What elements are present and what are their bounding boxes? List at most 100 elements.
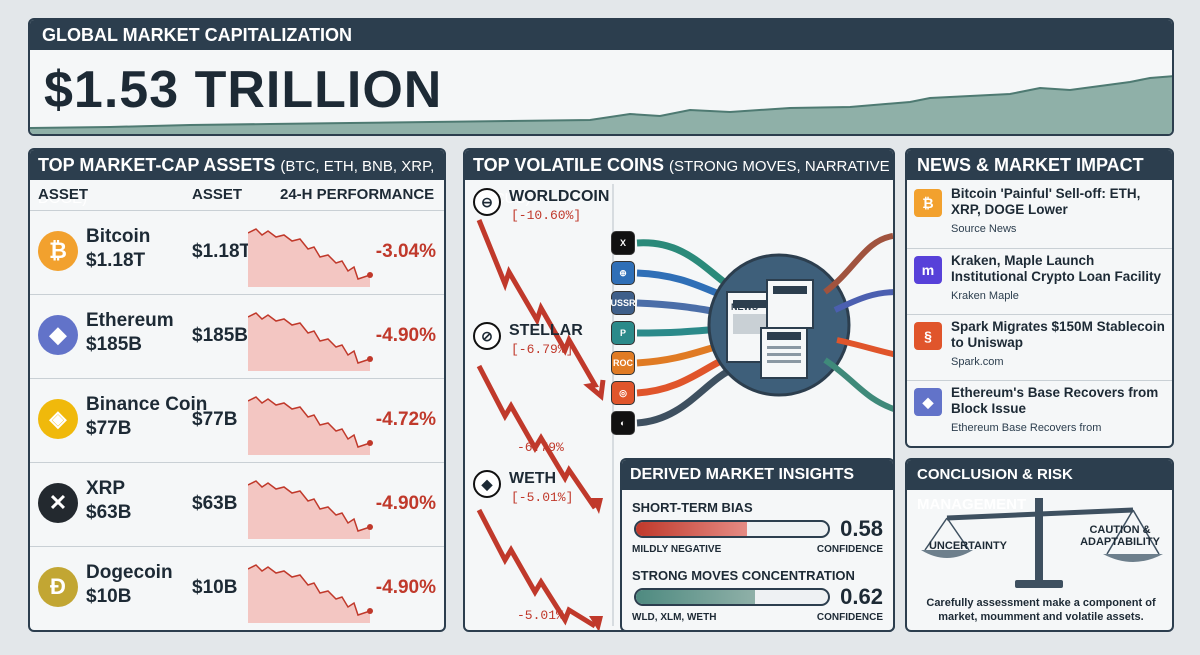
short-term-bias-value: 0.58 (840, 516, 883, 541)
news-item[interactable]: m Kraken, Maple Launch Institutional Cryp… (907, 248, 1172, 312)
volatile-coin-name: WORLDCOIN (509, 188, 610, 205)
col-asset-cap: ASSET (192, 186, 243, 203)
spark-icon: § (914, 322, 942, 350)
short-term-bias-confidence: CONFIDENCE (816, 544, 883, 555)
asset-name-cap: $10B (86, 586, 132, 607)
asset-row[interactable]: ✕ XRP $63B $63B -4.90% (30, 462, 444, 546)
asset-name-cap: $63B (86, 502, 132, 523)
asset-name: Dogecoin $10B (86, 561, 173, 609)
asset-name-cap: $77B (86, 418, 132, 439)
derived-insights-panel: DERIVED MARKET INSIGHTS SHORT-TERM BIAS … (620, 458, 895, 632)
global-market-cap-value: $1.53 TRILLION (44, 61, 443, 119)
asset-row[interactable]: Đ Dogecoin $10B $10B -4.90% (30, 546, 444, 630)
volatility-flow-graphic (476, 184, 893, 630)
asset-name: XRP $63B (86, 477, 131, 525)
asset-name-text: Ethereum (86, 310, 174, 331)
volatile-coin-name: STELLAR (509, 322, 583, 339)
ethereum-icon: ◆ (38, 315, 78, 355)
news-title-text: Bitcoin 'Painful' Sell-off: ETH, XRP, DO… (951, 186, 1141, 217)
strong-moves-fill (636, 590, 756, 604)
news-source-icon[interactable]: ⊕ (611, 261, 635, 285)
caution-label: CAUTION & ADAPTABILITY (1080, 524, 1160, 548)
performance-sparkline (248, 312, 373, 371)
asset-cap: $10B (192, 577, 238, 598)
news-item[interactable]: ₿ Bitcoin 'Painful' Sell-off: ETH, XRP, D… (907, 182, 1172, 246)
balance-scale-icon (921, 498, 1163, 588)
strong-moves-bar (634, 588, 830, 606)
strong-moves-desc: WLD, XLM, WETH (632, 612, 717, 623)
volatile-coin-name: WETH (509, 470, 557, 487)
global-market-cap-panel: GLOBAL MARKET CAPITALIZATION $1.53 TRILL… (28, 18, 1174, 136)
bitcoin-icon: ₿ (914, 189, 942, 217)
asset-cap: $63B (192, 493, 238, 514)
column-headers: ASSET ASSET 24-H PERFORMANCE (30, 186, 444, 208)
market-cap-trend-chart (30, 75, 1172, 134)
top-market-cap-panel: TOP MARKET-CAP ASSETS (BTC, ETH, BNB, XR… (28, 148, 446, 632)
top-volatile-title-text: TOP VOLATILE COINS (473, 155, 665, 175)
asset-row[interactable]: ◈ Binance Coin $77B $77B -4.72% (30, 378, 444, 462)
news-title: NEWS & MARKET IMPACT (907, 150, 1172, 180)
short-term-bias-fill (636, 522, 748, 536)
coin-icon: ⊘ (473, 322, 501, 350)
short-term-bias-bar (634, 520, 830, 538)
top-volatile-title: TOP VOLATILE COINS (STRONG MOVES, NARRAT… (465, 150, 893, 207)
top-market-cap-title-text: TOP MARKET-CAP ASSETS (38, 155, 276, 175)
news-item[interactable]: § Spark Migrates $150M Stablecoin to Unis… (907, 314, 1172, 378)
performance-sparkline (248, 480, 373, 539)
coin-icon: ⊖ (473, 188, 501, 216)
volatile-coin-change: [-6.79%] (511, 342, 574, 357)
news-source-icon[interactable]: USSR (611, 291, 636, 315)
asset-row[interactable]: ₿ Bitcoin $1.18T $1.18T -3.04% (30, 210, 444, 294)
strong-moves-label: STRONG MOVES CONCENTRATION (632, 568, 855, 583)
news-source: Source News (951, 223, 1017, 235)
col-24h-performance: 24-H PERFORMANCE (280, 186, 435, 203)
volatile-coin-change: [-10.60%] (511, 208, 582, 223)
asset-24h-performance: -4.90% (375, 577, 436, 598)
asset-name-text: Bitcoin (86, 226, 151, 247)
asset-24h-performance: -3.04% (375, 241, 436, 262)
news-source-icon[interactable]: ◐ (611, 411, 635, 435)
news-title-text: Ethereum's Base Recovers from Block Issu… (951, 385, 1159, 416)
news-title-text: Spark Migrates $150M Stablecoin to Unisw… (951, 319, 1165, 350)
col-asset: ASSET (38, 186, 89, 203)
bitcoin-icon: ₿ (38, 231, 78, 271)
asset-row[interactable]: ◆ Ethereum $185B $185B -4.90% (30, 294, 444, 378)
news-source-icon[interactable]: P (611, 321, 635, 345)
news-source: Ethereum Base Recovers from (951, 422, 1102, 434)
asset-name-text: Dogecoin (86, 562, 173, 583)
asset-cap: $185B (192, 325, 248, 346)
kraken-icon: m (914, 256, 942, 284)
top-market-cap-title: TOP MARKET-CAP ASSETS (BTC, ETH, BNB, XR… (30, 150, 444, 207)
news-source-icon[interactable]: X (611, 231, 635, 255)
performance-sparkline (248, 564, 373, 623)
asset-24h-performance: -4.72% (375, 409, 436, 430)
asset-name-text: XRP (86, 478, 126, 499)
asset-24h-performance: -4.90% (375, 493, 436, 514)
news-source: Spark.com (951, 356, 1004, 368)
asset-name: Binance Coin $77B (86, 393, 207, 441)
coin-icon: ◆ (473, 470, 501, 498)
conclusion-panel: CONCLUSION & RISK MANAGEMENT UNCERTAINTY… (905, 458, 1174, 632)
strong-moves-value: 0.62 (840, 584, 883, 609)
derived-insights-title: DERIVED MARKET INSIGHTS (622, 460, 893, 490)
asset-name-text: Binance Coin (86, 394, 208, 415)
news-source-icon[interactable]: ◎ (611, 381, 635, 405)
news-title-text: Kraken, Maple Launch Institutional Crypt… (951, 253, 1162, 284)
news-item[interactable]: ◆ Ethereum's Base Recovers from Block Iss… (907, 380, 1172, 444)
performance-sparkline (248, 396, 373, 455)
news-panel: NEWS & MARKET IMPACT ₿ Bitcoin 'Painful' … (905, 148, 1174, 448)
news-hub-label: NEWS (731, 302, 758, 312)
asset-name: Bitcoin $1.18T (86, 225, 150, 273)
asset-name: Ethereum $185B (86, 309, 174, 357)
asset-cap: $1.18T (192, 241, 252, 262)
global-market-cap-title: GLOBAL MARKET CAPITALIZATION (30, 20, 1172, 50)
news-source-icon[interactable]: ROC (611, 351, 635, 375)
uncertainty-label: UNCERTAINTY (928, 540, 1007, 552)
short-term-bias-label: SHORT-TERM BIAS (632, 500, 753, 515)
ethereum-icon: ◆ (914, 388, 942, 416)
asset-name-cap: $1.18T (86, 250, 146, 271)
performance-sparkline (248, 228, 373, 287)
asset-24h-performance: -4.90% (375, 325, 436, 346)
dogecoin-icon: Đ (38, 567, 78, 607)
xrp-icon: ✕ (38, 483, 78, 523)
